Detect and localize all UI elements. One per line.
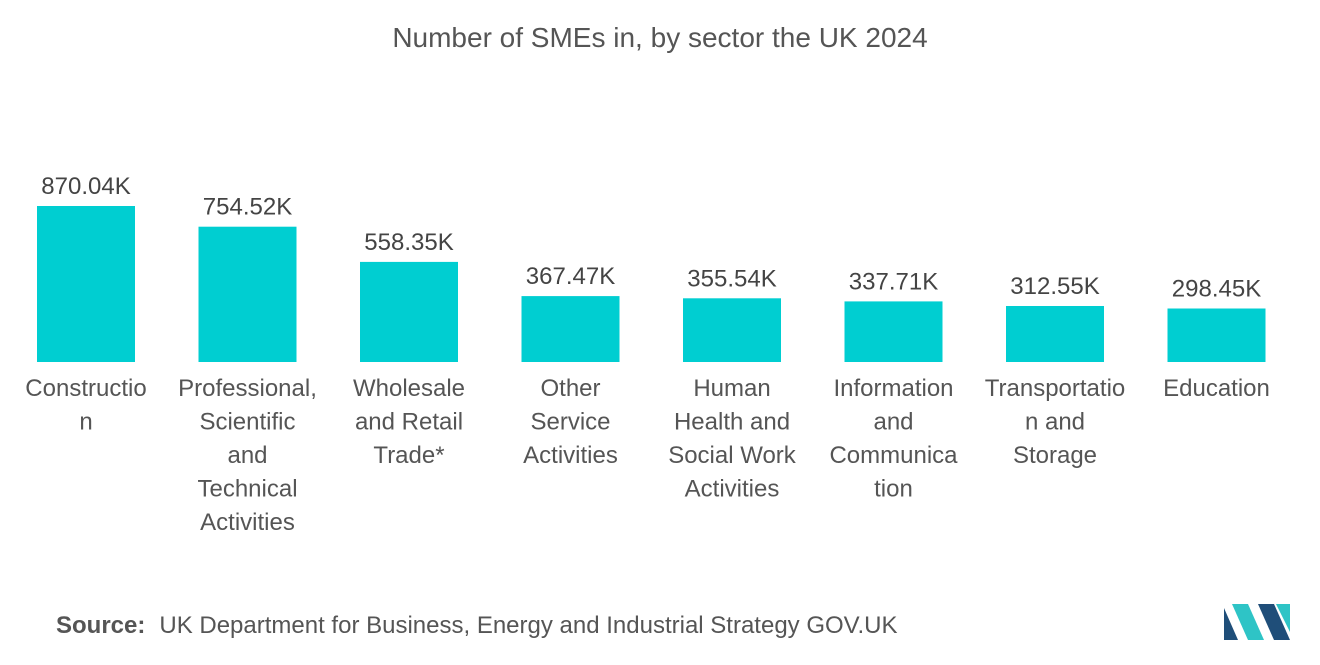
bar-chart: 870.04K Constructio n 754.52K Professional, S… xyxy=(25,173,1270,536)
bar-4 xyxy=(683,298,781,362)
category-label-line: Transportatio xyxy=(985,375,1126,402)
category-label-3: Other Service Activities xyxy=(523,375,618,469)
data-label-2: 558.35K xyxy=(364,229,453,256)
bar-3 xyxy=(521,296,620,362)
brand-logo-icon xyxy=(1224,604,1290,640)
category-label-line: Storage xyxy=(1013,442,1097,469)
category-label-line: and xyxy=(873,409,913,436)
bar-5 xyxy=(844,301,943,362)
category-label-5: Information and Communica tion xyxy=(829,375,958,503)
logo-left-stroke xyxy=(1224,608,1238,640)
data-label-7: 298.45K xyxy=(1172,276,1261,303)
bar-2 xyxy=(360,261,458,362)
category-label-line: Wholesale xyxy=(353,375,465,402)
category-label-line: n and xyxy=(1025,409,1085,436)
bar-6 xyxy=(1006,306,1104,362)
bar-7 xyxy=(1167,308,1266,362)
category-label-line: Activities xyxy=(200,509,295,536)
category-label-line: Service xyxy=(530,409,610,436)
category-label-2: Wholesale and Retail Trade* xyxy=(353,375,465,469)
category-label-line: Trade* xyxy=(373,442,444,469)
category-label-4: Human Health and Social Work Activities xyxy=(668,375,797,503)
category-label-line: Professional, xyxy=(178,375,317,402)
data-label-6: 312.55K xyxy=(1010,273,1099,300)
category-label-line: Social Work xyxy=(668,442,797,469)
logo-tail-stroke xyxy=(1276,604,1290,632)
category-label-line: n xyxy=(79,409,92,436)
source-note: Source: UK Department for Business, Energ… xyxy=(56,612,898,640)
logo-mid-stroke xyxy=(1232,604,1264,640)
category-label-1: Professional, Scientific and Technical Activ… xyxy=(178,375,317,536)
category-label-line: tion xyxy=(874,476,913,503)
category-label-6: Transportatio n and Storage xyxy=(985,375,1126,469)
category-label-line: Technical xyxy=(197,476,297,503)
logo-right-stroke xyxy=(1258,604,1290,640)
category-label-line: and xyxy=(227,442,267,469)
category-label-0: Constructio n xyxy=(25,375,146,436)
category-label-line: Information xyxy=(833,375,953,402)
data-label-4: 355.54K xyxy=(687,265,776,292)
source-text: UK Department for Business, Energy and I… xyxy=(159,612,898,639)
data-label-0: 870.04K xyxy=(41,173,130,200)
bar-0 xyxy=(37,206,135,362)
category-label-line: Human xyxy=(693,375,770,402)
category-label-line: Education xyxy=(1163,375,1270,402)
category-label-line: Health and xyxy=(674,409,790,436)
chart-title: Number of SMEs in, by sector the UK 2024 xyxy=(392,22,928,53)
data-label-5: 337.71K xyxy=(849,268,938,295)
category-label-7: Education xyxy=(1163,375,1270,402)
category-label-line: Communica xyxy=(829,442,958,469)
category-label-line: Scientific xyxy=(199,409,295,436)
category-label-line: Activities xyxy=(523,442,618,469)
category-label-line: Activities xyxy=(685,476,780,503)
category-label-line: Constructio xyxy=(25,375,146,402)
bar-1 xyxy=(198,226,297,362)
source-label: Source: xyxy=(56,612,146,639)
category-label-line: and Retail xyxy=(355,409,463,436)
category-label-line: Other xyxy=(540,375,600,402)
data-label-3: 367.47K xyxy=(526,263,615,290)
data-label-1: 754.52K xyxy=(203,194,292,221)
